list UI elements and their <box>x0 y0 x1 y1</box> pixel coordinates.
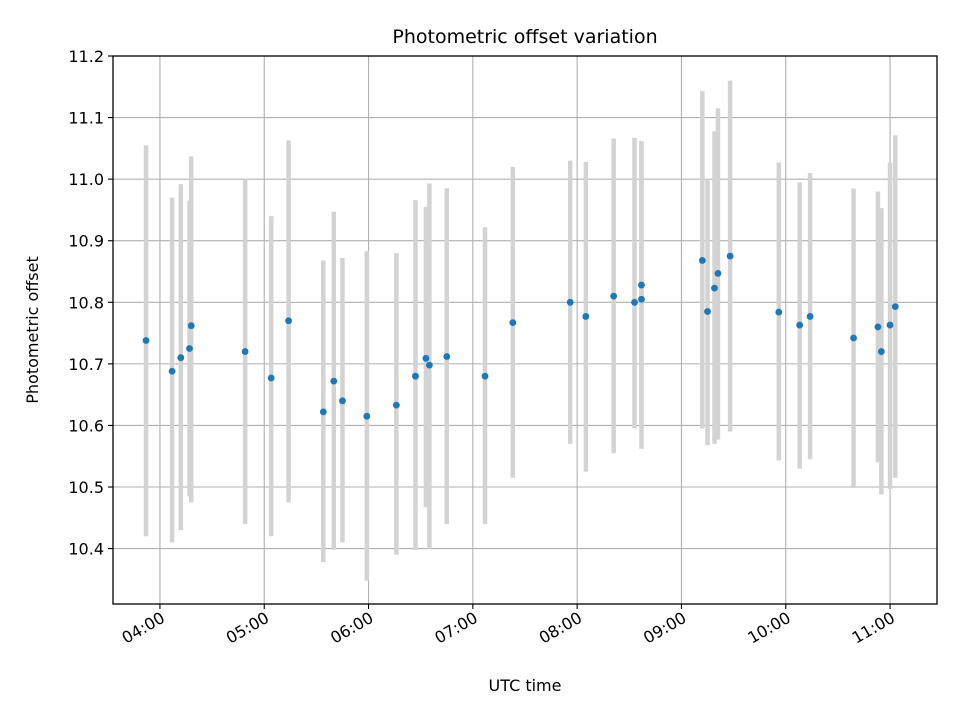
data-point <box>481 372 489 380</box>
data-point <box>241 348 249 355</box>
data-point <box>285 317 292 325</box>
data-point <box>319 408 327 416</box>
data-point <box>412 372 419 380</box>
data-point <box>142 337 150 344</box>
y-tick-label: 10.5 <box>68 478 104 497</box>
data-point <box>638 295 645 303</box>
data-point <box>704 308 711 315</box>
data-point <box>582 313 590 320</box>
data-point <box>610 292 618 300</box>
data-point <box>874 323 882 331</box>
data-point <box>566 298 574 306</box>
data-point <box>886 321 894 329</box>
chart-title: Photometric offset variation <box>392 26 657 48</box>
data-point <box>425 361 433 369</box>
y-tick-label: 10.6 <box>68 416 104 435</box>
y-tick-label: 10.4 <box>68 540 104 559</box>
data-point <box>363 412 371 420</box>
data-point <box>711 284 718 292</box>
data-point <box>187 322 195 330</box>
data-point <box>443 353 451 360</box>
data-point <box>726 252 734 260</box>
data-point <box>422 354 430 362</box>
data-point <box>698 257 706 264</box>
data-point <box>806 313 814 320</box>
data-point <box>638 281 645 289</box>
y-tick-label: 11.0 <box>68 170 104 189</box>
plot-frame <box>112 55 938 605</box>
data-point <box>392 401 400 409</box>
y-tick-label: 10.7 <box>68 355 104 374</box>
data-point <box>339 397 346 405</box>
data-point <box>168 367 176 375</box>
data-point <box>177 354 185 362</box>
y-axis: 10.4 10.5 10.6 10.7 10.8 10.9 11.0 11.1 11.2 <box>68 47 113 559</box>
y-tick-label: 10.9 <box>68 232 104 251</box>
data-point <box>891 303 899 311</box>
data-point <box>775 308 783 316</box>
data-point <box>850 334 857 342</box>
data-point <box>714 269 722 277</box>
data-point <box>796 321 804 329</box>
data-point <box>877 348 885 355</box>
y-tick-label: 10.8 <box>68 293 104 312</box>
data-points <box>142 252 899 420</box>
y-tick-label: 11.1 <box>68 109 104 128</box>
data-point <box>509 319 517 327</box>
y-axis-label: Photometric offset <box>23 256 42 404</box>
data-point <box>631 298 638 306</box>
data-point <box>186 345 193 352</box>
y-tick-label: 11.2 <box>68 47 104 66</box>
x-axis-label: UTC time <box>489 676 562 695</box>
data-point <box>267 374 275 382</box>
data-point <box>330 377 338 385</box>
